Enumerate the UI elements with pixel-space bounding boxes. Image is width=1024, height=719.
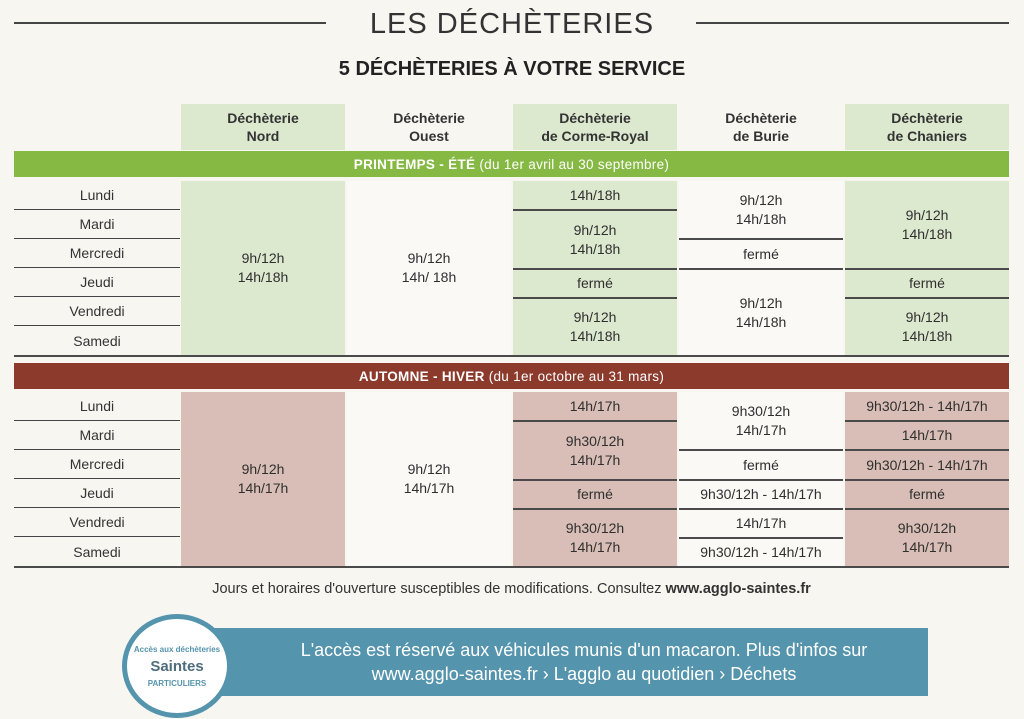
- cell-divider: [679, 537, 843, 539]
- schedule-cell: 9h30/12h - 14h/17h: [845, 392, 1009, 420]
- schedule-cell: 9h30/12h - 14h/17h: [679, 539, 843, 566]
- footer-note: Jours et horaires d'ouverture susceptibl…: [14, 578, 1009, 600]
- schedule-cell: 9h/12h 14h/18h: [845, 181, 1009, 268]
- schedule-cell: 9h30/12h 14h/17h: [679, 392, 843, 449]
- schedule-cell: fermé: [845, 481, 1009, 508]
- day-label: Lundi: [14, 181, 180, 210]
- season-label: AUTOMNE - HIVER: [358, 368, 485, 384]
- saintes-logo: Saintes: [150, 657, 204, 675]
- schedule-cell: 9h/12h 14h/18h: [513, 211, 677, 268]
- column-header-burie: Déchèterie de Burie: [725, 110, 797, 144]
- badge-top-text: Accès aux déchèteries: [133, 644, 221, 654]
- cell-divider: [845, 449, 1009, 451]
- footer-note-text: Jours et horaires d'ouverture susceptibl…: [212, 581, 662, 597]
- page-title: LES DÉCHÈTERIES: [369, 7, 655, 40]
- page-subtitle: 5 DÉCHÈTERIES À VOTRE SERVICE: [338, 57, 686, 80]
- day-label: Jeudi: [14, 479, 180, 508]
- cell-divider: [513, 209, 677, 211]
- cell-divider: [513, 479, 677, 481]
- schedule-cell: 14h/17h: [679, 510, 843, 537]
- cell-divider: [513, 297, 677, 299]
- schedule-cell: 9h/12h 14h/18h: [513, 299, 677, 355]
- schedule-cell: 9h/12h 14h/18h: [679, 181, 843, 238]
- day-label: Vendredi: [14, 508, 180, 537]
- cell-divider: [679, 268, 843, 270]
- day-label: Mardi: [14, 421, 180, 450]
- title-rule-left: [14, 22, 326, 24]
- day-label: Samedi: [73, 332, 121, 349]
- schedule-cell: fermé: [845, 270, 1009, 297]
- cell-divider: [513, 508, 677, 510]
- schedule-cell: 9h/12h 14h/18h: [845, 299, 1009, 355]
- season-band-autumn-winter: AUTOMNE - HIVER (du 1er octobre au 31 ma…: [14, 363, 1009, 389]
- cell-divider: [845, 479, 1009, 481]
- day-label: Lundi: [14, 392, 180, 421]
- section-rule: [14, 566, 1009, 568]
- cell-divider: [845, 297, 1009, 299]
- schedule-cell: 9h30/12h - 14h/17h: [845, 451, 1009, 479]
- cell-divider: [513, 420, 677, 422]
- cell-divider: [845, 420, 1009, 422]
- macaron-badge: Accès aux déchèteries Saintes PARTICULIE…: [122, 614, 232, 718]
- info-banner: L'accès est réservé aux véhicules munis …: [180, 628, 928, 696]
- day-label: Vendredi: [14, 297, 180, 326]
- schedule-cell: 14h/17h: [845, 422, 1009, 449]
- schedule-cell: 9h/12h 14h/18h: [181, 181, 345, 355]
- cell-divider: [679, 508, 843, 510]
- schedule-cell: 9h/12h 14h/ 18h: [347, 181, 511, 355]
- website-link[interactable]: www.agglo-saintes.fr: [665, 581, 811, 597]
- day-label: Mardi: [14, 210, 180, 239]
- season-range: (du 1er octobre au 31 mars): [488, 368, 665, 384]
- cell-divider: [679, 449, 843, 451]
- schedule-cell: fermé: [679, 451, 843, 479]
- day-label: Mercredi: [14, 450, 180, 479]
- banner-line-2[interactable]: www.agglo-saintes.fr › L'agglo au quotid…: [371, 664, 797, 684]
- banner-line-1: L'accès est réservé aux véhicules munis …: [300, 640, 868, 660]
- season-band-spring-summer: PRINTEMPS - ÉTÉ (du 1er avril au 30 sept…: [14, 151, 1009, 177]
- column-header-nord: Déchèterie Nord: [181, 104, 345, 150]
- schedule-cell: 9h/12h 14h/17h: [181, 392, 345, 566]
- schedule-cell: 14h/17h: [513, 392, 677, 420]
- schedule-cell: fermé: [513, 481, 677, 508]
- schedule-cell: fermé: [679, 240, 843, 268]
- badge-bottom-text: PARTICULIERS: [147, 678, 207, 688]
- section-rule: [14, 355, 1009, 357]
- day-label: Jeudi: [14, 268, 180, 297]
- column-header-corme-royal: Déchèterie de Corme-Royal: [513, 104, 677, 150]
- cell-divider: [845, 268, 1009, 270]
- day-label: Samedi: [73, 543, 121, 560]
- cell-divider: [513, 268, 677, 270]
- cell-divider: [679, 238, 843, 240]
- schedule-cell: 9h/12h 14h/18h: [679, 270, 843, 355]
- schedule-cell: 9h/12h 14h/17h: [347, 392, 511, 566]
- season-range: (du 1er avril au 30 septembre): [479, 156, 670, 172]
- cell-divider: [845, 508, 1009, 510]
- schedule-cell: 14h/18h: [513, 181, 677, 210]
- schedule-cell: 9h30/12h 14h/17h: [845, 510, 1009, 566]
- schedule-cell: 9h30/12h 14h/17h: [513, 422, 677, 479]
- column-header-chaniers: Déchèterie de Chaniers: [845, 104, 1009, 150]
- title-rule-right: [696, 22, 1009, 24]
- schedule-cell: 9h30/12h 14h/17h: [513, 510, 677, 566]
- season-label: PRINTEMPS - ÉTÉ: [353, 156, 476, 172]
- column-header-ouest: Déchèterie Ouest: [393, 110, 465, 144]
- schedule-cell: fermé: [513, 270, 677, 297]
- day-label: Mercredi: [14, 239, 180, 268]
- cell-divider: [679, 479, 843, 481]
- schedule-cell: 9h30/12h - 14h/17h: [679, 481, 843, 508]
